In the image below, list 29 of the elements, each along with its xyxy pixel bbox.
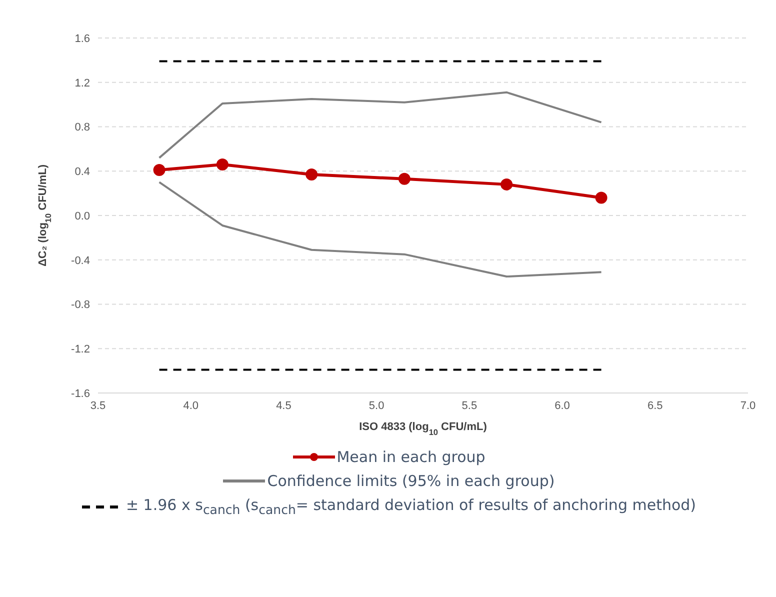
y-tick-label: 1.2 <box>74 77 90 90</box>
y-tick-label: 1.6 <box>74 32 90 45</box>
legend-label: Mean in each group <box>336 448 486 466</box>
point <box>306 168 318 180</box>
y-tick-label: 0.0 <box>74 210 90 222</box>
y-tick-label: 0.8 <box>74 122 90 134</box>
point <box>500 178 513 190</box>
y-tick-label: 0.4 <box>74 166 90 178</box>
point <box>216 158 228 170</box>
x-tick-label: 5.0 <box>368 400 384 412</box>
x-tick-label: 7.0 <box>740 400 756 412</box>
line-series <box>158 91 602 159</box>
y-tick-label: -0.4 <box>71 254 90 267</box>
legend-label: ± 1.96 x s$_{canch}$ (s$_{canch}$= standard deviation of results of anchoring method) <box>126 496 696 517</box>
point <box>595 192 608 204</box>
x-tick-label: 4.0 <box>183 400 199 412</box>
y-tick-label: -0.8 <box>71 299 90 312</box>
x-axis-title: ISO 4833 (log$_{10}$ CFU/mL) <box>359 421 488 436</box>
legend-label: Confidence limits (95% in each group) <box>267 472 555 490</box>
x-tick-label: 4.5 <box>276 400 292 412</box>
x-tick-label: 6.0 <box>554 400 570 412</box>
x-tick-label: 5.5 <box>462 400 478 412</box>
line-series <box>158 181 602 278</box>
y-tick-label: -1.2 <box>71 344 90 356</box>
x-tick-label: 3.5 <box>90 400 106 412</box>
point <box>153 164 166 176</box>
point <box>398 172 410 185</box>
y-tick-label: -1.6 <box>71 388 90 400</box>
x-tick-label: 6.5 <box>647 400 663 412</box>
